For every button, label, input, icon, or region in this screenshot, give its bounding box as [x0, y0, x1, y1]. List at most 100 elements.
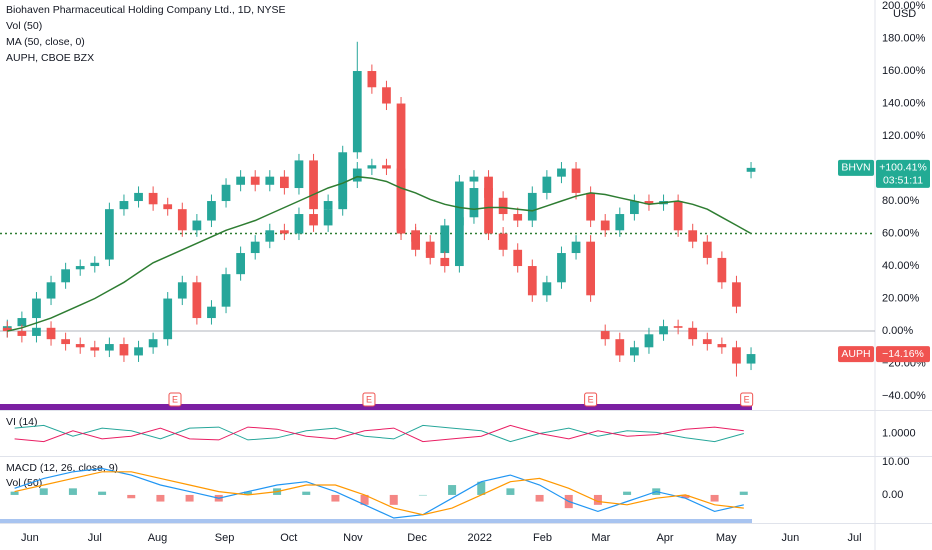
- x-tick-label: Sep: [215, 532, 235, 544]
- candle-body: [221, 184, 231, 202]
- y-tick-label: 60.00%: [882, 227, 920, 239]
- candle-body: [469, 176, 479, 182]
- candle-body: [192, 220, 202, 231]
- candle-body: [542, 282, 552, 296]
- candle-body: [717, 344, 727, 348]
- candle-body: [630, 201, 639, 215]
- candle-body: [75, 266, 85, 270]
- candle-body: [455, 217, 464, 267]
- price-tag: [838, 346, 874, 363]
- x-tick-label: Nov: [343, 532, 363, 544]
- candle-body: [221, 274, 231, 307]
- y-tick-label: 200.00%: [882, 0, 926, 12]
- candle-body: [630, 347, 639, 356]
- moving-average: [7, 175, 752, 332]
- earnings-label: E: [366, 394, 372, 404]
- candle-body: [513, 214, 523, 221]
- histogram-bar: [506, 488, 515, 495]
- candle-body: [309, 160, 318, 210]
- candle-body: [644, 201, 654, 205]
- candle-body: [294, 214, 304, 234]
- candle-body: [323, 209, 333, 226]
- x-tick-label: Dec: [407, 532, 427, 544]
- candle-body: [615, 339, 625, 356]
- candle-body: [177, 209, 187, 231]
- x-tick-label: Feb: [533, 532, 552, 544]
- candle-body: [688, 230, 698, 242]
- currency-label: USD: [893, 8, 916, 20]
- histogram-bar: [710, 494, 719, 502]
- earnings-label: E: [588, 394, 594, 404]
- candle-body: [571, 168, 581, 193]
- candle-body: [382, 87, 391, 104]
- candle-body: [119, 344, 129, 356]
- earnings-marker: [584, 392, 598, 407]
- candle-body: [207, 201, 216, 221]
- y-tick-label: 120.00%: [882, 130, 926, 142]
- candle-body: [32, 298, 41, 319]
- candle-body: [498, 233, 508, 250]
- candle-body: [586, 241, 595, 296]
- candle-body: [732, 282, 741, 307]
- candle-body: [236, 176, 245, 185]
- candle-body: [105, 209, 114, 260]
- candle-body: [615, 214, 625, 231]
- candle-body: [280, 230, 289, 234]
- candle-body: [309, 214, 318, 226]
- candle-body: [352, 168, 362, 182]
- histogram-bar: [535, 494, 544, 502]
- pane-title: MACD (12, 26, close, 9): [6, 462, 118, 474]
- candle-body: [192, 282, 202, 319]
- candle-body: [571, 241, 581, 254]
- candle-body: [673, 201, 683, 231]
- candle-body: [557, 168, 566, 177]
- volume-ma-band: [0, 519, 752, 523]
- candle-body: [732, 347, 741, 364]
- candle-body: [61, 269, 70, 283]
- candle-body: [61, 339, 70, 345]
- y-tick-label: 140.00%: [882, 97, 926, 109]
- candle-body: [644, 334, 654, 348]
- candle-body: [105, 344, 114, 351]
- candle-body: [367, 71, 377, 88]
- candle-body: [746, 354, 756, 364]
- candle-body: [498, 197, 508, 215]
- pane-title: VI (14): [6, 416, 38, 428]
- candle-body: [46, 282, 56, 299]
- histogram-bar: [156, 494, 165, 502]
- y-tick-label: 180.00%: [882, 32, 926, 44]
- candle-body: [338, 152, 348, 210]
- volume-ma-band: [0, 404, 752, 410]
- candle-body: [542, 176, 552, 193]
- candle-body: [455, 181, 464, 226]
- price-tag: [876, 159, 930, 188]
- candle-body: [702, 241, 712, 258]
- candle-body: [17, 318, 27, 327]
- candle-body: [425, 249, 435, 258]
- y-tick-label: 0.00: [882, 489, 903, 501]
- candle-body: [688, 327, 698, 340]
- candle-body: [163, 298, 173, 340]
- candle-body: [702, 339, 712, 345]
- vi-line: [14, 424, 744, 443]
- histogram-bar: [10, 491, 19, 495]
- x-tick-label: Jul: [88, 532, 102, 544]
- candle-body: [673, 326, 683, 328]
- candle-body: [586, 192, 595, 221]
- candle-body: [250, 241, 260, 254]
- earnings-marker: [362, 392, 376, 407]
- histogram-bar: [739, 491, 748, 495]
- price-tag-name: BHVN: [841, 162, 870, 174]
- candle-body: [17, 331, 27, 336]
- candle-body: [600, 331, 610, 340]
- y-tick-label: 20.00%: [882, 292, 920, 304]
- x-tick-label: May: [716, 532, 737, 544]
- y-tick-label: 10.00: [882, 456, 910, 468]
- candle-body: [382, 165, 391, 169]
- histogram-bar: [389, 494, 398, 505]
- legend-entry: Vol (50): [6, 20, 42, 32]
- candle-body: [440, 257, 450, 267]
- candle-body: [32, 327, 41, 336]
- y-tick-label: −40.00%: [882, 390, 926, 402]
